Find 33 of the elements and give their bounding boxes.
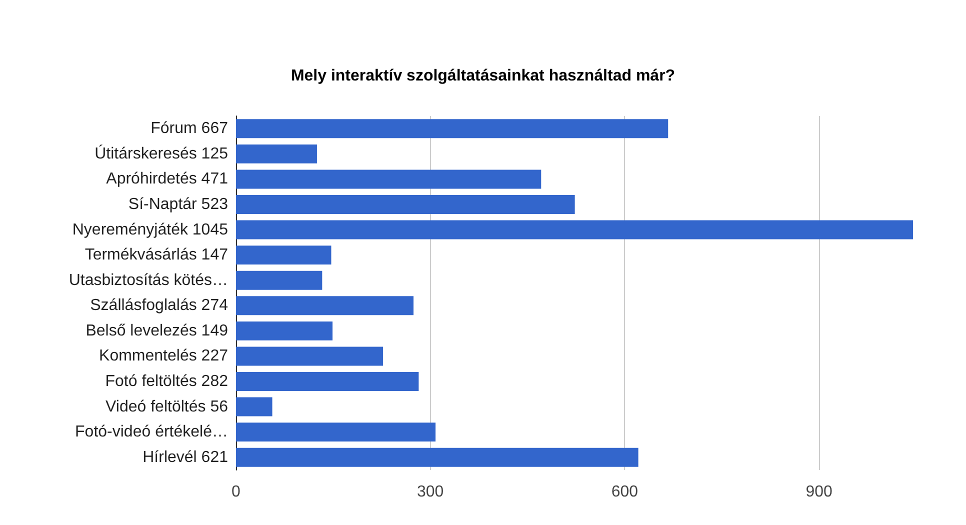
x-tick-label: 900 [806,484,833,500]
y-tick-label: Sí-Naptár 523 [128,196,228,213]
y-tick-label: Apróhirdetés 471 [106,170,228,188]
bar [236,397,272,416]
y-tick-label: Kommentelés 227 [99,348,228,365]
x-tick-label: 0 [232,484,241,500]
y-tick-label: Útitárskeresés 125 [94,144,228,162]
bar [236,422,436,442]
bar [236,170,542,189]
y-tick-label: Hírlevél 621 [142,448,228,466]
bar [236,372,419,391]
bar [236,220,913,240]
y-tick-label: Videó feltöltés 56 [106,398,228,416]
bar [236,346,384,366]
y-tick-label: Fotó-videó értékelé… [75,424,228,441]
bar [236,119,668,138]
bar [236,270,322,290]
bar [236,195,575,214]
bar [236,144,317,164]
y-tick-label: Fotó feltöltés 282 [105,373,228,390]
x-tick-label: 300 [417,484,444,500]
y-tick-label: Szállásfoglalás 274 [90,297,228,314]
y-tick-label: Fórum 667 [150,120,228,138]
bar [236,246,332,265]
x-tick-label: 600 [611,484,638,500]
y-tick-label: Nyereményjáték 1045 [72,221,228,238]
bar [236,321,333,340]
bar [236,296,414,316]
bar [236,448,638,467]
y-tick-label: Belső levelezés 149 [86,322,228,340]
y-tick-label: Utasbiztosítás kötés… [68,272,228,289]
y-tick-label: Termékvásárlás 147 [84,246,228,264]
chart-title: Mely interaktív szolgáltatásainkat használtad már? [290,68,676,84]
